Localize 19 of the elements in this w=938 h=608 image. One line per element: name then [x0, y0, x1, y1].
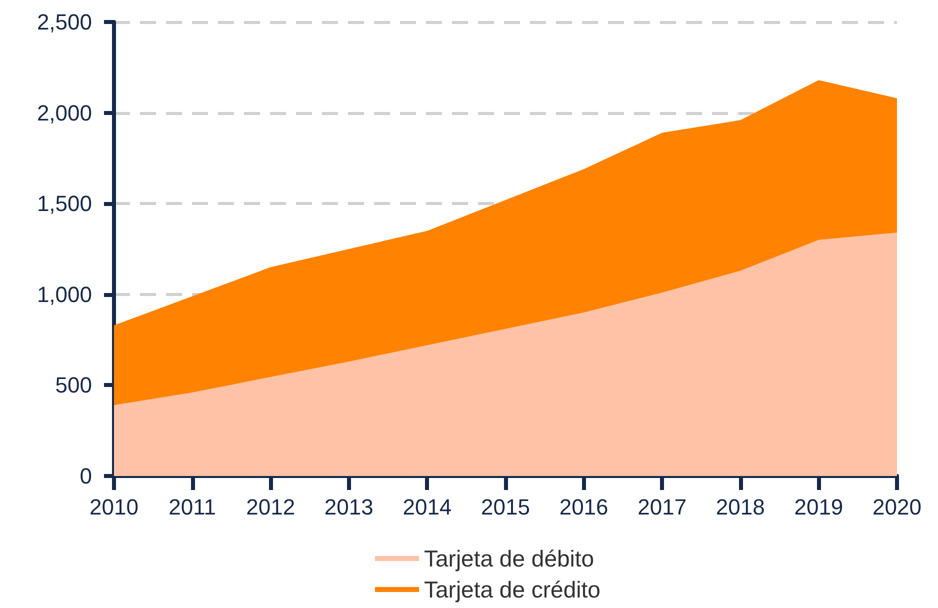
legend-label: Tarjeta de débito [424, 546, 594, 572]
x-tick-label: 2013 [324, 494, 374, 520]
x-tick-label: 2010 [90, 494, 138, 520]
x-tick-label: 2015 [481, 494, 530, 520]
x-tick-label: 2014 [402, 494, 452, 520]
x-tick-label: 2016 [559, 494, 608, 520]
x-tick-label: 2017 [638, 494, 687, 520]
x-tick-label: 2018 [716, 494, 765, 520]
x-tick-label: 2019 [794, 494, 844, 520]
y-tick-label: 1,000 [36, 282, 92, 307]
x-tick-label: 2020 [872, 494, 922, 520]
y-tick-label: 1,500 [36, 191, 92, 216]
legend-label: Tarjeta de crédito [424, 576, 600, 602]
y-tick-label: 2,000 [36, 100, 92, 126]
x-tick-label: 2011 [168, 494, 216, 520]
y-tick-label: 0 [80, 464, 92, 488]
y-tick-label: 2,500 [36, 10, 92, 34]
x-tick-label: 2012 [246, 494, 296, 520]
y-tick-label: 500 [55, 372, 92, 398]
